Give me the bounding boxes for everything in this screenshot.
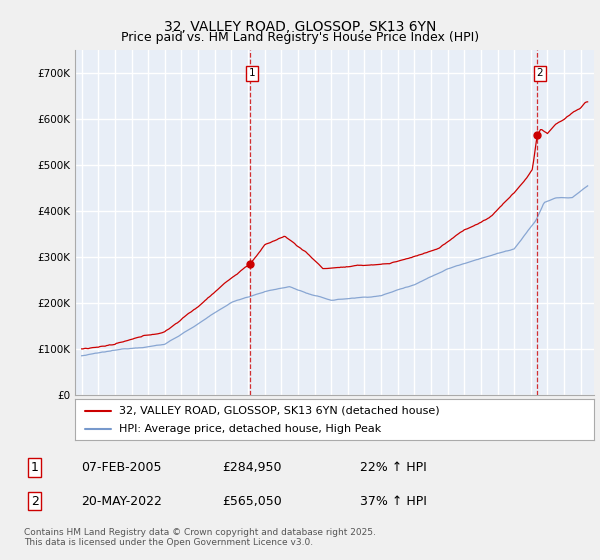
Text: 32, VALLEY ROAD, GLOSSOP, SK13 6YN (detached house): 32, VALLEY ROAD, GLOSSOP, SK13 6YN (deta… [119,405,440,416]
Text: Contains HM Land Registry data © Crown copyright and database right 2025.
This d: Contains HM Land Registry data © Crown c… [24,528,376,547]
Text: 07-FEB-2005: 07-FEB-2005 [81,461,161,474]
Text: 2: 2 [536,68,543,78]
Text: Price paid vs. HM Land Registry's House Price Index (HPI): Price paid vs. HM Land Registry's House … [121,31,479,44]
Text: 2: 2 [31,494,39,508]
Text: 20-MAY-2022: 20-MAY-2022 [81,494,162,508]
Text: 1: 1 [249,68,256,78]
Text: 1: 1 [31,461,39,474]
Text: 22% ↑ HPI: 22% ↑ HPI [360,461,427,474]
Text: 37% ↑ HPI: 37% ↑ HPI [360,494,427,508]
Text: 32, VALLEY ROAD, GLOSSOP, SK13 6YN: 32, VALLEY ROAD, GLOSSOP, SK13 6YN [164,20,436,34]
Text: HPI: Average price, detached house, High Peak: HPI: Average price, detached house, High… [119,424,382,434]
Text: £284,950: £284,950 [222,461,281,474]
Text: £565,050: £565,050 [222,494,282,508]
